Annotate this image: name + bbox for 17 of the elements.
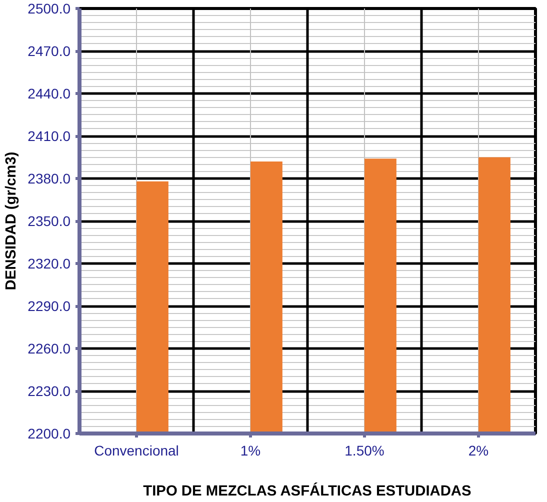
y-tick-label: 2440.0 xyxy=(28,86,71,102)
y-axis-title: DENSIDAD (gr/cm3) xyxy=(4,152,20,290)
x-axis-title: TIPO DE MEZCLAS ASFÁLTICAS ESTUDIADAS xyxy=(143,482,472,500)
x-tick-label: Convencional xyxy=(94,442,179,458)
y-tick-label: 2260.0 xyxy=(28,340,71,356)
y-tick-label: 2500.0 xyxy=(28,0,71,16)
y-tick-label: 2290.0 xyxy=(28,298,71,314)
y-tick-label: 2470.0 xyxy=(28,43,71,59)
x-tick-label: 1% xyxy=(240,442,261,458)
y-tick-label: 2320.0 xyxy=(28,256,71,272)
y-tick-label: 2410.0 xyxy=(28,128,71,144)
y-tick-label: 2350.0 xyxy=(28,213,71,229)
y-tick-label: 2200.0 xyxy=(28,426,71,442)
x-tick-label: 2% xyxy=(468,442,489,458)
x-tick-label: 1.50% xyxy=(344,442,384,458)
y-tick-label: 2380.0 xyxy=(28,170,71,186)
y-tick-label: 2230.0 xyxy=(28,383,71,399)
